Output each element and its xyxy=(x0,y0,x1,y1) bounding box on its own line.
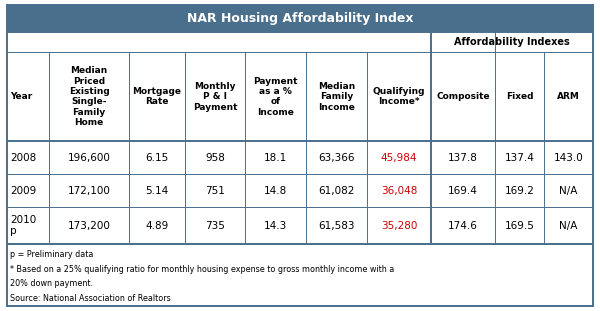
Text: Median
Family
Income: Median Family Income xyxy=(318,82,355,112)
Text: 61,583: 61,583 xyxy=(319,221,355,231)
Text: 4.89: 4.89 xyxy=(145,221,169,231)
Text: Qualifying
Income*: Qualifying Income* xyxy=(373,87,425,106)
Text: 14.3: 14.3 xyxy=(264,221,287,231)
Text: 735: 735 xyxy=(205,221,225,231)
Text: 958: 958 xyxy=(205,153,225,163)
Text: Source: National Association of Realtors: Source: National Association of Realtors xyxy=(10,294,171,303)
Text: 196,600: 196,600 xyxy=(68,153,110,163)
Text: N/A: N/A xyxy=(559,221,578,231)
Bar xyxy=(7,244,593,306)
Text: 5.14: 5.14 xyxy=(145,186,169,196)
Text: 169.2: 169.2 xyxy=(505,186,535,196)
Text: 173,200: 173,200 xyxy=(68,221,110,231)
Text: 18.1: 18.1 xyxy=(264,153,287,163)
Text: N/A: N/A xyxy=(559,186,578,196)
Bar xyxy=(7,207,593,244)
Text: 2008: 2008 xyxy=(10,153,37,163)
Text: 6.15: 6.15 xyxy=(145,153,169,163)
Text: Affordability Indexes: Affordability Indexes xyxy=(454,37,570,47)
Bar xyxy=(7,52,593,141)
Text: NAR Housing Affordability Index: NAR Housing Affordability Index xyxy=(187,12,413,25)
Text: Monthly
P & I
Payment: Monthly P & I Payment xyxy=(193,82,237,112)
Text: 172,100: 172,100 xyxy=(68,186,110,196)
Text: 2009: 2009 xyxy=(10,186,37,196)
Text: 174.6: 174.6 xyxy=(448,221,478,231)
Text: Median
Priced
Existing
Single-
Family
Home: Median Priced Existing Single- Family Ho… xyxy=(69,66,109,127)
Text: 137.4: 137.4 xyxy=(505,153,535,163)
Text: 61,082: 61,082 xyxy=(319,186,355,196)
Text: 2010
p: 2010 p xyxy=(10,215,37,236)
Text: Mortgage
Rate: Mortgage Rate xyxy=(132,87,181,106)
Text: ARM: ARM xyxy=(557,92,580,101)
Text: 20% down payment.: 20% down payment. xyxy=(10,279,93,288)
Text: 169.5: 169.5 xyxy=(505,221,535,231)
Bar xyxy=(7,141,593,174)
Text: 751: 751 xyxy=(205,186,225,196)
Bar xyxy=(7,32,593,52)
Text: 63,366: 63,366 xyxy=(319,153,355,163)
Text: * Based on a 25% qualifying ratio for monthly housing expense to gross monthly i: * Based on a 25% qualifying ratio for mo… xyxy=(10,265,394,274)
Text: 14.8: 14.8 xyxy=(264,186,287,196)
Bar xyxy=(7,5,593,32)
Text: 35,280: 35,280 xyxy=(381,221,417,231)
Text: Fixed: Fixed xyxy=(506,92,533,101)
Text: p = Preliminary data: p = Preliminary data xyxy=(10,250,94,259)
Text: 36,048: 36,048 xyxy=(381,186,417,196)
Text: Composite: Composite xyxy=(436,92,490,101)
Text: 45,984: 45,984 xyxy=(380,153,417,163)
Text: Payment
as a %
of
Income: Payment as a % of Income xyxy=(254,77,298,117)
Text: 137.8: 137.8 xyxy=(448,153,478,163)
Text: 143.0: 143.0 xyxy=(554,153,583,163)
Text: Year: Year xyxy=(10,92,32,101)
Text: 169.4: 169.4 xyxy=(448,186,478,196)
Bar xyxy=(7,174,593,207)
